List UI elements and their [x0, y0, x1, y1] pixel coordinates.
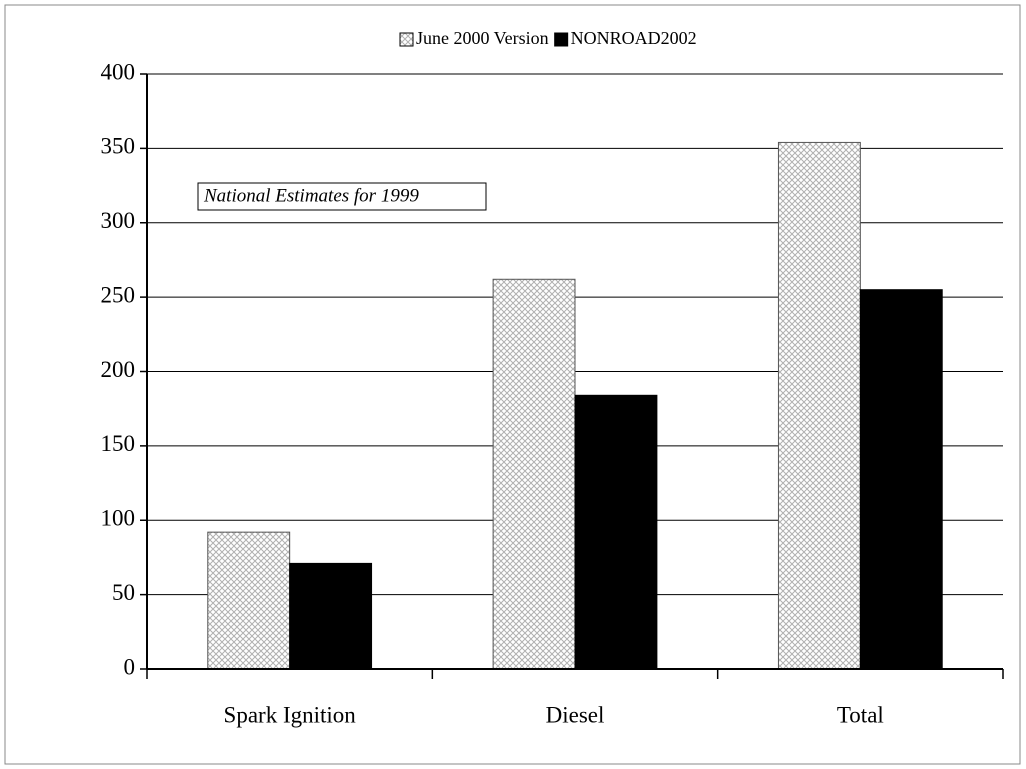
frame	[4, 4, 1021, 765]
y-tick-label: 300	[101, 208, 136, 233]
y-tick-label: 350	[101, 134, 136, 159]
bar	[777, 141, 861, 670]
x-tick-label: Total	[837, 702, 884, 727]
legend-label: NONROAD2002	[571, 28, 697, 48]
y-tick-label: 250	[101, 282, 136, 307]
bar	[289, 562, 373, 670]
legend-label: June 2000 Version	[416, 28, 549, 48]
y-tick-label: 150	[101, 431, 136, 456]
y-tick-label: 100	[101, 506, 136, 531]
bar	[574, 394, 658, 670]
bar	[492, 278, 576, 670]
legend-swatch	[399, 32, 414, 47]
x-tick-label: Spark Ignition	[224, 702, 357, 727]
y-tick-label: 200	[101, 357, 136, 382]
annotation: National Estimates for 1999	[203, 185, 419, 206]
legend-swatch	[554, 32, 569, 47]
y-tick-label: 400	[101, 59, 136, 84]
y-tick-label: 50	[112, 580, 135, 605]
bar	[859, 289, 943, 670]
y-tick-label: 0	[124, 654, 136, 679]
legend: June 2000 Version NONROAD2002	[399, 28, 697, 48]
annotation-box	[197, 182, 487, 211]
bar	[207, 531, 291, 670]
x-tick-label: Diesel	[546, 702, 605, 727]
